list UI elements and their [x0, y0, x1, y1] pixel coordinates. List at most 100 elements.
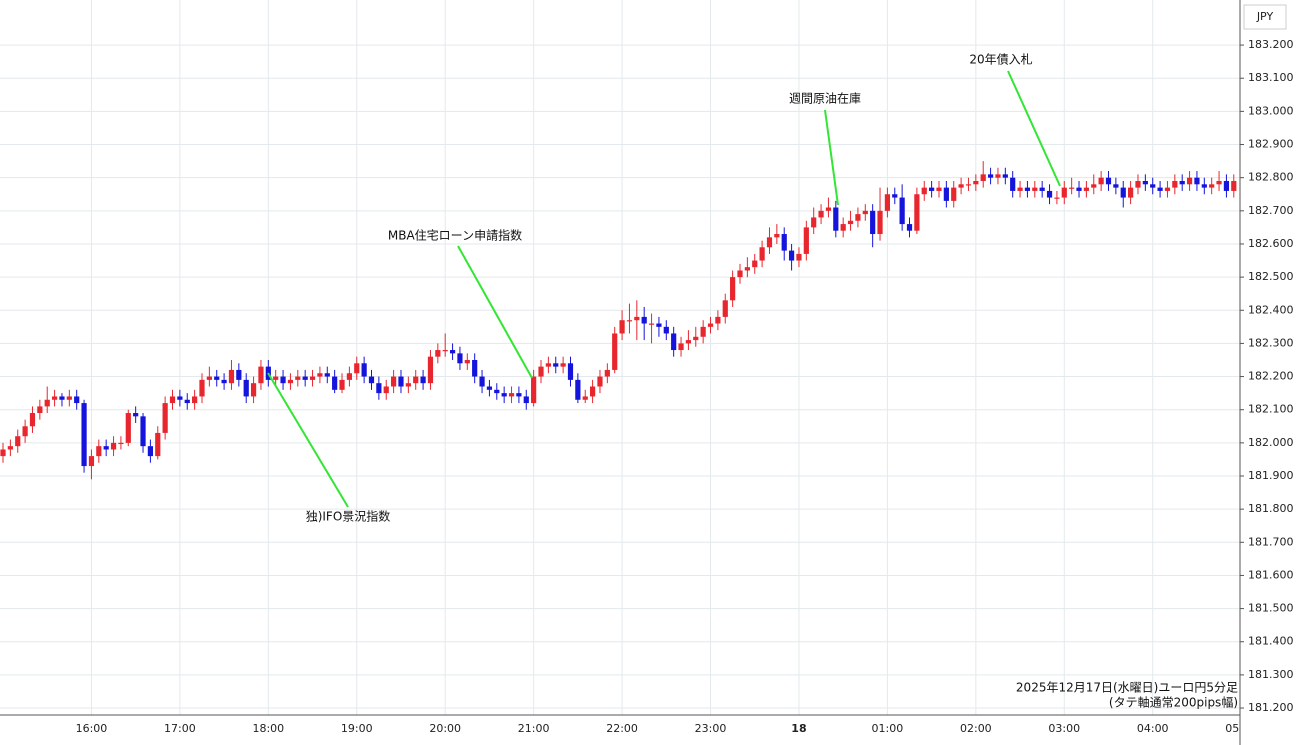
- candle-body: [575, 379, 581, 400]
- candle-body: [147, 446, 153, 457]
- y-tick-label: 182.400: [1248, 303, 1294, 316]
- candle-body: [1157, 187, 1163, 191]
- y-tick-label: 181.700: [1248, 535, 1294, 548]
- candle-body: [707, 323, 714, 327]
- candle-body: [376, 383, 382, 394]
- candle-body: [214, 376, 220, 380]
- candle-body: [648, 323, 655, 325]
- unit-label: JPY: [1256, 10, 1274, 23]
- plot-area: 16:00 17:00 18:00 19:00 20:00 21:00 22:00 23:00…: [0, 0, 1257, 735]
- candle-body: [973, 180, 979, 185]
- x-tick-label: 16:00: [76, 722, 108, 735]
- x-tick-label: 05:00: [1225, 722, 1257, 735]
- candle-body: [531, 376, 537, 404]
- y-tick-label: 181.600: [1248, 568, 1294, 581]
- candle-body: [855, 214, 861, 221]
- candle-body: [678, 343, 684, 351]
- candle-body: [921, 187, 927, 195]
- footnote: (タテ軸通常200pips幅): [1109, 695, 1238, 710]
- candle-body: [479, 376, 485, 387]
- candle-body: [398, 376, 404, 387]
- candle-body: [273, 376, 279, 380]
- candle-body: [877, 210, 883, 235]
- x-tick-label: 22:00: [606, 722, 638, 735]
- candle-body: [1083, 187, 1089, 191]
- x-tick-label: 03:00: [1048, 722, 1080, 735]
- candle-body: [287, 379, 294, 384]
- candle-body: [1039, 187, 1045, 191]
- candle-body: [634, 316, 640, 321]
- candle-body: [619, 320, 625, 334]
- candle-body: [169, 396, 176, 404]
- candle-body: [280, 376, 286, 384]
- candle-body: [545, 363, 551, 367]
- candle-body: [177, 396, 183, 400]
- x-tick-label: 18:00: [252, 722, 284, 735]
- unit-box: [1243, 4, 1287, 30]
- candle-body: [494, 389, 500, 394]
- candle-body: [228, 369, 235, 384]
- candle-body: [1098, 177, 1104, 185]
- candle-body: [413, 376, 419, 384]
- candle-body: [1142, 180, 1148, 185]
- candle-body: [700, 326, 706, 337]
- candle-body: [236, 369, 242, 380]
- candle-body: [486, 386, 493, 390]
- candle-body: [656, 323, 662, 327]
- y-tick-label: 183.000: [1248, 104, 1294, 117]
- annotation-line: [1007, 70, 1061, 187]
- candle-body: [1120, 187, 1126, 198]
- candle-body: [118, 442, 124, 445]
- candle-body: [663, 326, 669, 334]
- annotation-line: [824, 109, 839, 206]
- y-tick-label: 182.000: [1248, 436, 1294, 449]
- candle-body: [162, 403, 168, 433]
- y-tick-label: 181.900: [1248, 469, 1294, 482]
- candle-body: [339, 379, 345, 390]
- candle-body: [51, 396, 58, 400]
- candle-body: [914, 194, 920, 231]
- candle-body: [597, 376, 603, 387]
- x-tick-label: 23:00: [695, 722, 727, 735]
- candle-body: [766, 237, 773, 248]
- candle-body: [15, 436, 21, 447]
- candle-body: [1179, 180, 1185, 185]
- candle-body: [317, 373, 323, 377]
- candle-body: [1046, 190, 1053, 198]
- candle-body: [781, 234, 787, 251]
- annotation: 週間原油在庫: [789, 92, 861, 106]
- candle-body: [1032, 187, 1038, 191]
- candle-body: [243, 379, 249, 397]
- candle-body: [847, 220, 854, 225]
- candle-body: [936, 187, 942, 191]
- candle-body: [818, 210, 824, 218]
- candle-body: [671, 333, 677, 351]
- candle-body: [892, 194, 898, 198]
- candle-body: [980, 174, 986, 181]
- candle-body: [405, 383, 411, 387]
- candle-body: [1150, 184, 1156, 188]
- candle-body: [553, 363, 559, 367]
- y-tick-label: 182.200: [1248, 370, 1294, 383]
- y-tick-label: 182.500: [1248, 270, 1294, 283]
- candle-body: [457, 353, 463, 364]
- candle-body: [1069, 187, 1075, 189]
- candle-body: [361, 363, 367, 377]
- candle-body: [516, 393, 522, 397]
- candle-body: [37, 406, 43, 414]
- candle-body: [199, 379, 205, 397]
- candle-body: [1076, 187, 1082, 191]
- x-tick-label: 04:00: [1137, 722, 1169, 735]
- candle-body: [391, 376, 397, 387]
- candle-body: [22, 426, 28, 437]
- candle-body: [825, 207, 832, 211]
- y-tick-label: 181.200: [1248, 701, 1294, 714]
- candle-body: [1128, 187, 1134, 198]
- candle-body: [449, 350, 456, 354]
- candle-body: [0, 449, 6, 457]
- candle-body: [965, 184, 972, 186]
- candle-body: [1024, 187, 1031, 191]
- candle-body: [346, 373, 352, 380]
- candle-body: [192, 396, 198, 404]
- y-tick-label: 181.400: [1248, 635, 1294, 648]
